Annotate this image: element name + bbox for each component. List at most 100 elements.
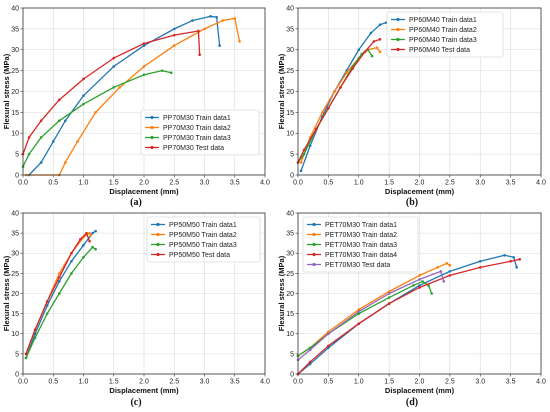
data-point [76, 140, 79, 143]
data-point [357, 48, 361, 52]
data-point [327, 330, 330, 334]
data-point [82, 243, 85, 247]
y-axis-title: Flexural stress (MPa) [277, 53, 286, 129]
y-tick-label: 20 [11, 291, 19, 298]
data-point [70, 251, 73, 255]
legend-label: PP50M50 Train data2 [169, 232, 237, 239]
data-point [88, 239, 91, 243]
y-tick-label: 5 [15, 152, 19, 159]
data-point [369, 31, 373, 35]
legend-swatch-marker [150, 125, 154, 130]
x-tick-label: 3.0 [475, 379, 485, 386]
data-point [82, 77, 85, 81]
y-axis-title: Flexural stress (MPa) [2, 255, 11, 331]
y-tick-label: 10 [286, 331, 294, 338]
data-point [172, 33, 176, 37]
data-point [314, 127, 318, 131]
y-tick-label: 10 [286, 131, 294, 138]
y-tick-label: 5 [15, 351, 19, 358]
data-point [238, 40, 241, 43]
y-axis-title: Flexural stress (MPa) [2, 53, 11, 129]
axes-frame [22, 212, 266, 375]
data-point [448, 264, 452, 267]
data-point [142, 65, 146, 68]
panel-label: (c) [130, 397, 141, 408]
y-tick-label: 25 [286, 271, 294, 278]
data-point [58, 292, 61, 295]
data-point [24, 356, 28, 360]
x-tick-label: 0.5 [324, 379, 334, 386]
data-point [308, 144, 312, 148]
legend-swatch-marker [312, 242, 316, 247]
data-point [503, 253, 506, 257]
x-axis-title: Displacement (mm) [109, 187, 179, 196]
data-point [478, 266, 482, 269]
data-point [91, 245, 94, 249]
x-tick-label: 1.5 [109, 180, 119, 187]
data-point [421, 280, 424, 283]
data-point [512, 255, 515, 259]
x-tick-label: 1.0 [79, 379, 89, 386]
x-axis-title: Displacement (mm) [109, 386, 179, 395]
data-point [357, 308, 361, 311]
axes-frame [297, 212, 542, 375]
data-point [160, 69, 164, 72]
data-point [33, 336, 37, 340]
series-line-5 [297, 270, 445, 361]
data-point [142, 44, 146, 47]
x-tick-label: 1.5 [384, 379, 394, 386]
data-point [51, 140, 55, 143]
x-tick-label: 0.0 [18, 379, 28, 386]
x-tick-label: 3.5 [230, 379, 240, 386]
legend-swatch-marker [396, 17, 400, 22]
data-point [308, 348, 312, 352]
x-tick-label: 2.0 [415, 379, 425, 386]
data-point [363, 50, 367, 54]
y-tick-label: 25 [11, 68, 19, 75]
data-point [221, 19, 224, 22]
data-point [302, 152, 306, 156]
x-tick-label: 4.0 [536, 379, 546, 386]
x-tick-label: 2.5 [445, 379, 455, 386]
x-tick-label: 1.5 [109, 379, 119, 386]
data-point [27, 136, 31, 139]
x-tick-label: 4.0 [260, 379, 270, 386]
data-point [478, 260, 482, 263]
y-tick-label: 15 [11, 311, 19, 318]
data-point [418, 274, 421, 277]
data-point [91, 231, 94, 235]
data-point [39, 119, 43, 123]
legend-label: PET70M30 Train data4 [325, 252, 397, 259]
legend-box [302, 216, 419, 273]
y-tick-label: 40 [286, 5, 294, 12]
data-point [70, 272, 73, 275]
x-tick-label: 4.0 [536, 180, 546, 187]
data-point [327, 106, 330, 110]
data-point [509, 260, 512, 263]
data-point [327, 344, 330, 348]
data-point [58, 276, 61, 279]
data-point [427, 284, 430, 287]
legend-swatch-marker [150, 145, 154, 150]
data-point [430, 292, 433, 295]
x-tick-label: 2.0 [139, 180, 149, 187]
data-point [436, 266, 440, 269]
chart-panel-3: 0.0 0.5 1.0 1.5 2.0 2.5 3.0 3.5 4.0 0 5 10 15 20 25 30 3… [2, 210, 270, 408]
x-tick-label: 0.5 [48, 180, 58, 187]
data-point [94, 229, 97, 233]
legend-label: PET70M30 Test data [325, 262, 390, 269]
data-point [370, 54, 374, 58]
y-tick-label: 25 [11, 271, 19, 278]
data-point [24, 352, 28, 356]
data-point [112, 86, 116, 89]
data-point [372, 40, 376, 43]
data-point [172, 44, 176, 47]
data-point [387, 290, 391, 293]
data-point [518, 257, 522, 261]
x-tick-label: 2.5 [445, 180, 455, 187]
y-tick-label: 0 [15, 371, 19, 378]
legend-label: PP50M50 Train data1 [169, 222, 237, 229]
data-point [333, 90, 336, 93]
x-tick-label: 0.5 [48, 379, 58, 386]
